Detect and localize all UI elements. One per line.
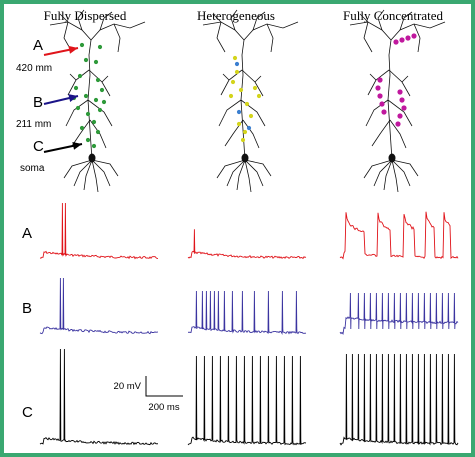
channel-marker [397, 89, 403, 95]
trace-row-label-c: C [22, 404, 33, 421]
trace-c-concentrated [339, 353, 459, 446]
voltage-traces [39, 202, 459, 446]
channel-marker [375, 85, 381, 91]
location-label-b: B [33, 94, 43, 111]
channel-marker [256, 93, 262, 99]
scale-bar-lines [145, 376, 183, 397]
trace-a-concentrated [339, 211, 459, 260]
channel-marker [85, 137, 91, 143]
channel-marker [97, 107, 103, 113]
channel-marker [379, 101, 385, 107]
channel-marker [75, 105, 81, 111]
channel-marker [95, 77, 101, 83]
trace-c-dispersed [39, 348, 159, 446]
channel-marker [381, 109, 387, 115]
channel-marker [232, 55, 238, 61]
channel-marker [244, 101, 250, 107]
channel-marker [395, 121, 401, 127]
channel-marker [228, 93, 234, 99]
channel-marker [83, 57, 89, 63]
channel-marker [97, 44, 103, 50]
trace-b-dispersed [39, 277, 158, 335]
channel-marker [377, 93, 383, 99]
trace-b-heterogeneous [187, 290, 307, 335]
channel-marker [85, 111, 91, 117]
channel-marker [242, 129, 248, 135]
location-label-c: C [33, 138, 44, 155]
channel-marker [401, 105, 407, 111]
channel-marker [91, 119, 97, 125]
channel-marker [93, 59, 99, 65]
channel-marker [79, 125, 85, 131]
channel-marker [99, 87, 105, 93]
trace-row-label-b: B [22, 300, 32, 317]
channel-marker [238, 87, 244, 93]
trace-row-label-a: A [22, 225, 32, 242]
channel-marker [83, 93, 89, 99]
trace-c-heterogeneous [187, 355, 307, 446]
scale-bar-voltage: 20 mV [114, 381, 142, 392]
arrow-c [43, 141, 83, 153]
channel-marker [91, 143, 97, 149]
channel-marker [252, 85, 258, 91]
channel-marker [236, 121, 242, 127]
neuron-dispersed [49, 9, 146, 193]
column-title-concentrated: Fully Concentrated [343, 8, 444, 23]
channel-marker [393, 39, 399, 45]
column-title-dispersed: Fully Dispersed [44, 8, 127, 23]
channel-marker [73, 85, 79, 91]
channel-marker [77, 73, 83, 79]
channel-marker [230, 79, 236, 85]
neuron-heterogeneous [202, 9, 299, 193]
channel-marker [397, 113, 403, 119]
channel-marker [79, 42, 85, 48]
location-arrows [43, 45, 83, 153]
channel-marker [101, 99, 107, 105]
channel-marker [248, 113, 254, 119]
trace-b-concentrated [339, 292, 459, 336]
channel-marker [246, 125, 252, 131]
channel-marker [240, 137, 246, 143]
location-distance-a: 420 mm [16, 63, 52, 74]
channel-marker [93, 97, 99, 103]
arrow-a [43, 45, 79, 56]
channel-marker [234, 69, 240, 75]
scale-bar-time: 200 ms [148, 402, 179, 413]
location-distance-b: 211 mm [16, 119, 51, 130]
column-title-heterogeneous: Heterogeneous [197, 8, 275, 23]
scale-bar: 20 mV 200 ms [114, 376, 183, 413]
channel-marker [95, 129, 101, 135]
location-distance-c: soma [20, 163, 45, 174]
location-label-a: A [33, 37, 43, 54]
trace-a-dispersed [39, 202, 158, 260]
channel-marker [377, 77, 383, 83]
channel-marker [405, 35, 411, 41]
channel-marker [236, 109, 242, 115]
trace-a-heterogeneous [187, 229, 307, 260]
neuron-morphologies [49, 9, 446, 193]
neuron-concentrated [349, 9, 446, 193]
channel-marker [399, 37, 405, 43]
channel-marker [399, 97, 405, 103]
arrow-b [43, 94, 79, 105]
channel-marker [234, 61, 240, 67]
channel-marker [411, 33, 417, 39]
